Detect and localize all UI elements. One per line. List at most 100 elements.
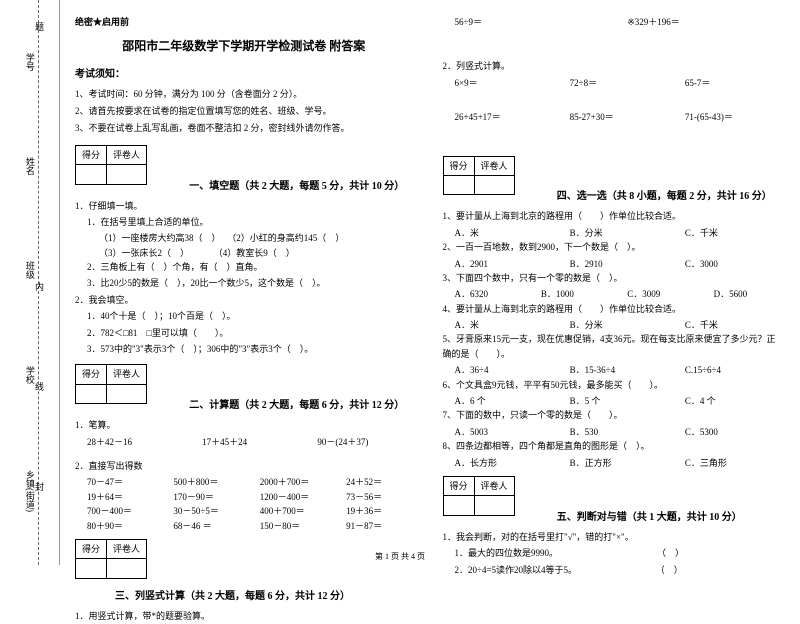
opt: A．36÷4 bbox=[455, 363, 550, 377]
dash-char: 内 bbox=[35, 280, 44, 293]
score-header: 得分 bbox=[76, 365, 107, 384]
page-footer: 第 1 页 共 4 页 bbox=[0, 551, 800, 562]
choice-opts: A．2901 B．2910 C．3000 bbox=[455, 257, 781, 271]
q1-item: （3）一张床长2（ ） bbox=[99, 248, 185, 258]
opt: B．5 个 bbox=[570, 394, 665, 408]
choice-q1: 1、要计量从上海到北京的路程用（ ）作单位比较合适。 bbox=[443, 209, 781, 223]
opt: B．分米 bbox=[570, 318, 665, 332]
opt: A．6 个 bbox=[455, 394, 550, 408]
choice-q2: 2、一百一百地数，数到2900，下一个数是（ ）。 bbox=[443, 240, 781, 254]
opt: A．5003 bbox=[455, 425, 550, 439]
q1-sub1: 1．在括号里填上合适的单位。 bbox=[75, 215, 413, 229]
calc-item: 65-7＝ bbox=[685, 76, 780, 90]
section-4-title: 四、选一选（共 8 小题，每题 2 分，共计 16 分） bbox=[557, 189, 772, 205]
calc-item: 24＋52＝ bbox=[346, 475, 412, 489]
score-header: 得分 bbox=[76, 145, 107, 164]
calc-item: 19＋64＝ bbox=[87, 490, 153, 504]
choice-q4: 4、要计量从上海到北京的路程用（ ）作单位比较合适。 bbox=[443, 302, 781, 316]
q2-sub1: 1．40个十是（ ）；10个百是（ ）。 bbox=[75, 309, 413, 323]
score-box: 得分 评卷人 bbox=[443, 156, 515, 196]
calc-item: 19＋36＝ bbox=[346, 504, 412, 518]
notice-item: 2、请首先按要求在试卷的指定位置填写您的姓名、班级、学号。 bbox=[75, 104, 413, 118]
calc-item: 30－50÷5＝ bbox=[173, 504, 239, 518]
dash-char: 题 bbox=[35, 20, 44, 33]
calc-item: 70－47＝ bbox=[87, 475, 153, 489]
q1-title: 1．仔细填一填。 bbox=[75, 199, 413, 213]
score-header: 评卷人 bbox=[474, 156, 514, 175]
calc-item: 72÷8＝ bbox=[570, 76, 665, 90]
opt: C．3009 bbox=[627, 287, 693, 301]
section-1-title: 一、填空题（共 2 大题，每题 5 分，共计 10 分） bbox=[189, 179, 404, 195]
opt: A．长方形 bbox=[455, 456, 550, 470]
choice-opts: A．36÷4 B．15-36÷4 C.15÷6÷4 bbox=[455, 363, 781, 377]
opt: C．3000 bbox=[685, 257, 780, 271]
opt: C．千米 bbox=[685, 226, 780, 240]
calc4-title: 2．列竖式计算。 bbox=[443, 59, 781, 73]
calc-item: 700－400＝ bbox=[87, 504, 153, 518]
q2-title: 2．我会填空。 bbox=[75, 293, 413, 307]
calc2-row: 19＋64＝ 170－90＝ 1200－400＝ 73－56＝ bbox=[87, 490, 413, 504]
sidebar-label-school: 学校 bbox=[24, 366, 35, 384]
choice-opts: A．6 个 B．5 个 C．4 个 bbox=[455, 394, 781, 408]
q1-sub2: 2．三角板上有（ ）个角，有（ ）直角。 bbox=[75, 260, 413, 274]
calc-item: 6×9＝ bbox=[455, 76, 550, 90]
calc-item: 26+45+17＝ bbox=[455, 110, 550, 124]
sidebar-label-id: 学号 bbox=[24, 53, 35, 71]
calc2-row: 700－400＝ 30－50÷5＝ 400＋700＝ 19＋36＝ bbox=[87, 504, 413, 518]
opt: B．分米 bbox=[570, 226, 665, 240]
calc3-row: 56÷9＝ ※329＋196＝ bbox=[455, 15, 781, 29]
choice-opts: A．5003 B．530 C．5300 bbox=[455, 425, 781, 439]
calc-item: 28＋42－16 bbox=[87, 435, 182, 449]
opt: C．4 个 bbox=[685, 394, 780, 408]
choice-q5: 5、牙膏原来15元一支，现在优惠促销，4支36元。现在每支比原来便宜了多少元？正… bbox=[443, 332, 781, 361]
sidebar-label-town: 乡镇(街道) bbox=[24, 470, 35, 512]
opt: C．三角形 bbox=[685, 456, 780, 470]
q1-sub3: 3．比20少5的数是（ ），20比一个数少5，这个数是（ ）。 bbox=[75, 276, 413, 290]
score-header: 评卷人 bbox=[107, 365, 147, 384]
choice-q8: 8、四条边都相等，四个角都是直角的图形是（ ）。 bbox=[443, 439, 781, 453]
opt: A．2901 bbox=[455, 257, 550, 271]
score-header: 得分 bbox=[443, 476, 474, 495]
notice-item: 1、考试时间：60 分钟，满分为 100 分（含卷面分 2 分）。 bbox=[75, 87, 413, 101]
score-header: 得分 bbox=[443, 156, 474, 175]
calc3-title: 1．用竖式计算，带*的题要验算。 bbox=[75, 609, 413, 623]
calc-item: ※329＋196＝ bbox=[627, 15, 780, 29]
calc-item: 85-27+30＝ bbox=[570, 110, 665, 124]
notice-title: 考试须知： bbox=[75, 67, 413, 83]
q2-sub3: 3．573中的"3"表示3个（ ）；306中的"3"表示3个（ ）。 bbox=[75, 342, 413, 356]
exam-title: 邵阳市二年级数学下学期开学检测试卷 附答案 bbox=[75, 37, 413, 56]
calc-item: 56÷9＝ bbox=[455, 15, 608, 29]
opt: B．1000 bbox=[541, 287, 607, 301]
opt: D．5600 bbox=[714, 287, 780, 301]
score-header: 评卷人 bbox=[107, 145, 147, 164]
right-column: 56÷9＝ ※329＋196＝ 2．列竖式计算。 6×9＝ 72÷8＝ 65-7… bbox=[443, 15, 781, 560]
calc4-row: 6×9＝ 72÷8＝ 65-7＝ bbox=[455, 76, 781, 90]
calc-item: 73－56＝ bbox=[346, 490, 412, 504]
choice-q6: 6、个文具盒9元钱，平平有50元钱，最多能买（ ）。 bbox=[443, 378, 781, 392]
score-box: 得分 评卷人 bbox=[75, 145, 147, 185]
opt: A．米 bbox=[455, 226, 550, 240]
dash-char: 线 bbox=[35, 380, 44, 393]
opt: B．15-36÷4 bbox=[570, 363, 665, 377]
dash-char: 封 bbox=[35, 480, 44, 493]
binding-sidebar: 题 内 线 封 学号 姓名 班级 学校 乡镇(街道) bbox=[0, 0, 60, 565]
q1-sub1-row: （1）一座楼房大约高38（ ） （2）小红的身高约145（ ） bbox=[75, 231, 413, 245]
calc2-row: 70－47＝ 500＋800＝ 2000＋700＝ 24＋52＝ bbox=[87, 475, 413, 489]
q1-item: （2）小红的身高约145（ ） bbox=[227, 233, 344, 243]
score-box: 得分 评卷人 bbox=[75, 364, 147, 404]
score-box: 得分 评卷人 bbox=[443, 476, 515, 516]
calc1-title: 1．笔算。 bbox=[75, 418, 413, 432]
calc-item: 17＋45＋24 bbox=[202, 435, 297, 449]
sidebar-label-class: 班级 bbox=[24, 261, 35, 279]
score-header: 评卷人 bbox=[474, 476, 514, 495]
section-2-title: 二、计算题（共 2 大题，每题 6 分，共计 12 分） bbox=[189, 398, 404, 414]
q2-sub2: 2．782＜□81 □里可以填（ ）。 bbox=[75, 326, 413, 340]
calc2-title: 2．直接写出得数 bbox=[75, 459, 413, 473]
opt: A．米 bbox=[455, 318, 550, 332]
choice-q7: 7、下面的数中，只读一个零的数是（ ）。 bbox=[443, 408, 781, 422]
opt: B．2910 bbox=[570, 257, 665, 271]
calc4-row: 26+45+17＝ 85-27+30＝ 71-(65-43)＝ bbox=[455, 110, 781, 124]
calc1-row: 28＋42－16 17＋45＋24 90－(24＋37) bbox=[87, 435, 413, 449]
q1-item: （4）教室长9（ ） bbox=[214, 248, 295, 258]
calc-item: 1200－400＝ bbox=[260, 490, 326, 504]
